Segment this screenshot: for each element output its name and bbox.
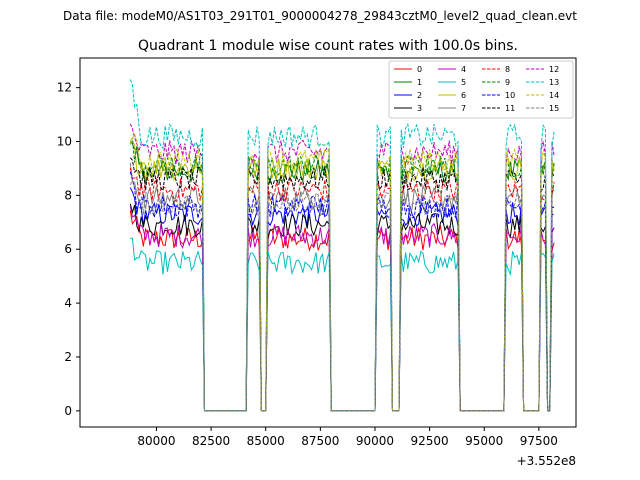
legend-label-13: 13 [549,78,559,87]
legend-label-10: 10 [505,91,515,100]
legend-label-8: 8 [505,65,510,74]
legend-label-0: 0 [417,65,422,74]
x-offset-label: +3.552e8 [517,454,576,468]
legend-label-11: 11 [505,104,515,113]
axes-layer: 80000 82500 85000 87500 90000 92500 95000 97500… [57,81,558,448]
y-tick-label: 12 [57,81,72,95]
series-layer [129,79,555,412]
legend-label-5: 5 [461,78,466,87]
x-tick-label: 92500 [411,434,449,448]
figure-suptitle: Data file: modeM0/AS1T03_291T01_90000042… [63,9,577,23]
chart-title: Quadrant 1 module wise count rates with … [138,38,518,54]
legend-label-1: 1 [417,78,422,87]
legend-label-9: 9 [505,78,510,87]
x-tick-label: 85000 [247,434,285,448]
legend-label-14: 14 [549,91,559,100]
legend-label-15: 15 [549,104,559,113]
y-tick-label: 0 [64,404,72,418]
series-line-13 [129,79,555,412]
legend-label-2: 2 [417,91,422,100]
plot-frame [79,57,577,428]
legend-label-7: 7 [461,104,466,113]
x-tick-label: 82500 [192,434,230,448]
x-tick-label: 90000 [356,434,394,448]
x-tick-label: 97500 [520,434,558,448]
x-tick-label: 87500 [301,434,339,448]
y-tick-label: 2 [64,350,72,364]
legend-label-12: 12 [549,65,559,74]
y-tick-label: 8 [64,188,72,202]
legend-label-3: 3 [417,104,422,113]
x-tick-label: 80000 [137,434,175,448]
legend-label-6: 6 [461,91,466,100]
legend-label-4: 4 [461,65,466,74]
y-tick-label: 6 [64,242,72,256]
x-tick-label: 95000 [465,434,503,448]
legend-frame [388,60,574,119]
series-line-15 [129,178,555,412]
y-tick-label: 10 [57,134,72,148]
y-tick-label: 4 [64,296,72,310]
